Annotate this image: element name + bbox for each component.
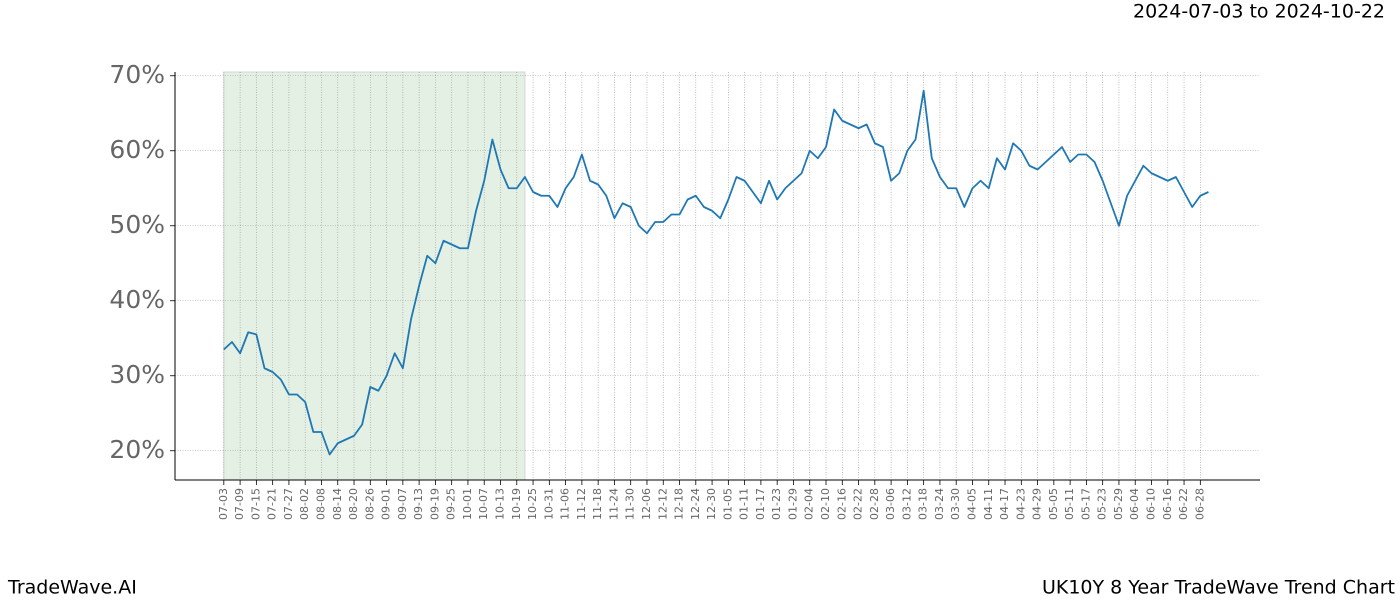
x-tick-label: 02-04	[803, 488, 816, 520]
x-tick-label: 01-29	[786, 488, 799, 520]
x-tick-label: 11-06	[559, 488, 572, 520]
x-tick-label: 10-19	[510, 488, 523, 520]
x-tick-label: 11-18	[591, 488, 604, 520]
x-tick-label: 05-29	[1112, 488, 1125, 520]
x-tick-label: 08-02	[298, 488, 311, 520]
x-tick-label: 10-07	[477, 488, 490, 520]
x-tick-label: 02-28	[868, 488, 881, 520]
brand: TradeWave.AI	[7, 577, 137, 599]
x-tick-label: 01-17	[754, 488, 767, 520]
x-tick-label: 12-24	[689, 488, 702, 520]
x-tick-label: 05-17	[1079, 488, 1092, 520]
x-tick-label: 01-23	[770, 488, 783, 520]
y-tick-label: 20%	[109, 435, 165, 464]
x-tick-label: 02-16	[835, 488, 848, 520]
highlight-band	[223, 71, 526, 481]
y-tick-label: 50%	[109, 210, 165, 239]
trend-line	[223, 89, 1209, 456]
x-tick-label: 11-24	[607, 488, 620, 520]
x-tick-label: 10-31	[542, 488, 555, 520]
date-range: 2024-07-03 to 2024-10-22	[1133, 1, 1385, 23]
x-tick-label: 03-06	[884, 488, 897, 520]
x-tick-label: 06-10	[1145, 488, 1158, 520]
x-tick-label: 09-13	[412, 488, 425, 520]
x-tick-label: 12-18	[673, 488, 686, 520]
x-tick-label: 08-20	[347, 488, 360, 520]
x-tick-label: 06-04	[1128, 488, 1141, 520]
x-tick-label: 03-30	[949, 488, 962, 520]
x-tick-label: 01-11	[738, 488, 751, 520]
x-tick-label: 07-03	[217, 488, 230, 520]
y-tick-label: 30%	[109, 360, 165, 389]
chart-title: UK10Y 8 Year TradeWave Trend Chart	[1042, 577, 1395, 599]
x-tick-label: 04-11	[982, 488, 995, 520]
x-tick-label: 11-30	[624, 488, 637, 520]
x-tick-label: 10-25	[526, 488, 539, 520]
x-tick-label: 08-14	[331, 488, 344, 520]
x-tick-label: 05-23	[1096, 488, 1109, 520]
x-tick-label: 04-17	[998, 488, 1011, 520]
x-tick-label: 10-13	[494, 488, 507, 520]
x-tick-label: 08-26	[363, 488, 376, 520]
x-tick-label: 04-23	[1014, 488, 1027, 520]
y-tick-label: 60%	[109, 135, 165, 164]
x-tick-label: 03-18	[917, 488, 930, 520]
x-tick-label: 07-21	[266, 488, 279, 520]
x-tick-label: 07-15	[249, 488, 262, 520]
x-tick-label: 04-29	[1031, 488, 1044, 520]
x-tick-label: 04-05	[965, 488, 978, 520]
x-tick-label: 11-12	[575, 488, 588, 520]
x-tick-label: 09-01	[380, 488, 393, 520]
x-tick-label: 07-09	[233, 488, 246, 520]
x-tick-label: 01-05	[721, 488, 734, 520]
x-tick-label: 08-08	[314, 488, 327, 520]
x-tick-label: 12-30	[705, 488, 718, 520]
x-tick-label: 06-28	[1193, 488, 1206, 520]
x-tick-label: 09-07	[396, 488, 409, 520]
x-tick-label: 06-22	[1177, 488, 1190, 520]
x-tick-label: 02-10	[819, 488, 832, 520]
x-tick-label: 03-12	[900, 488, 913, 520]
x-tick-label: 12-06	[640, 488, 653, 520]
x-tick-label: 09-25	[445, 488, 458, 520]
x-tick-label: 09-19	[428, 488, 441, 520]
x-tick-label: 06-16	[1161, 488, 1174, 520]
x-tick-label: 05-05	[1047, 488, 1060, 520]
y-tick-label: 70%	[109, 60, 165, 89]
x-tick-label: 02-22	[852, 488, 865, 520]
y-tick-label: 40%	[109, 285, 165, 314]
x-tick-label: 12-12	[656, 488, 669, 520]
x-tick-label: 05-11	[1063, 488, 1076, 520]
x-tick-label: 03-24	[933, 488, 946, 520]
x-tick-label: 07-27	[282, 488, 295, 520]
x-tick-label: 10-01	[461, 488, 474, 520]
